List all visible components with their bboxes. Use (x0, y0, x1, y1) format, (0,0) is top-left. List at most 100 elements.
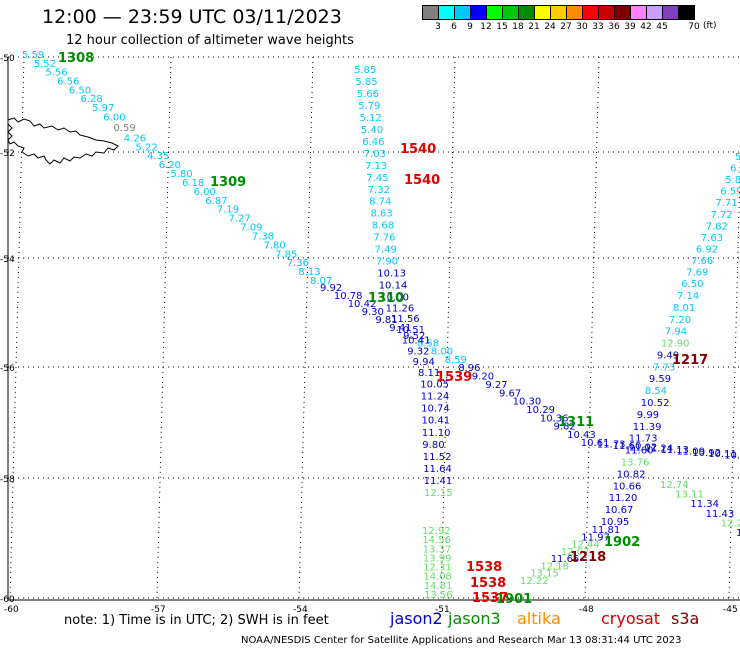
wave-height-value: 9.99 (637, 410, 659, 421)
wave-height-value: 10.30 (513, 397, 542, 408)
wave-height-value: 7.94 (665, 327, 687, 338)
wave-height-value: 11.65 (551, 554, 580, 565)
wave-height-value: 7.19 (217, 205, 239, 216)
latitude-label: -50 (0, 54, 15, 64)
wave-height-value: 10.42 (348, 299, 377, 310)
latitude-label: -54 (0, 255, 15, 265)
wave-height-value: 12.44 (571, 540, 600, 551)
wave-height-value: 5.8 (725, 175, 740, 186)
wave-height-value: 6.46 (362, 137, 384, 148)
wave-height-value: 7.69 (686, 268, 708, 279)
scale-label: 45 (656, 22, 668, 32)
wave-height-value: 9.82 (554, 422, 576, 433)
wave-height-value: 13.15 (530, 569, 559, 580)
wave-height-value: 7.20 (669, 315, 691, 326)
wave-height-value: 8.59 (445, 355, 467, 366)
longitude-label: -54 (293, 605, 308, 615)
wave-height-value: 8.68 (372, 221, 394, 232)
wave-height-value: 9.80 (422, 440, 444, 451)
longitude-label: -57 (151, 605, 166, 615)
scale-label: 27 (560, 22, 572, 32)
wave-height-value: 12.92 (422, 526, 451, 537)
wave-height-value: 10.29 (526, 405, 555, 416)
wave-height-value: 11.56 (391, 314, 420, 325)
pass-label: 1309 (210, 175, 246, 190)
wave-height-value: 11.09 (676, 446, 705, 457)
latitude-label: -58 (0, 475, 15, 485)
scale-swatch (678, 5, 695, 20)
wave-height-value: 7.76 (373, 233, 395, 244)
scale-label: 39 (624, 22, 636, 32)
wave-height-value: 7.03 (364, 149, 386, 160)
wave-height-value: 14.56 (422, 535, 451, 546)
wave-height-value: 7.71 (715, 198, 737, 209)
footnote: note: 1) Time is in UTC; 2) SWH is in fe… (64, 613, 329, 628)
wave-height-value: 10.61 (581, 438, 610, 449)
wave-height-value: 11.02 (629, 442, 658, 453)
wave-height-value: 11.10 (422, 428, 451, 439)
wave-height-value: 11.73 (629, 434, 658, 445)
wave-height-value: 5.59 (22, 50, 44, 61)
track-a-blue-se: 9.9210.7810.429.309.819.419.528.588.008.… (320, 283, 740, 462)
wave-height-value: 13.99 (423, 553, 452, 564)
wave-height-value: 8.58 (417, 339, 439, 350)
wave-height-value: 13.56 (424, 590, 453, 601)
legend-jason2: jason2 (390, 609, 443, 628)
longitude-gridline (156, 56, 172, 599)
pass-label: 1308 (58, 51, 94, 66)
wave-height-value: 11.52 (423, 452, 452, 463)
wave-height-value: 7.49 (375, 245, 397, 256)
scale-label: 12 (480, 22, 492, 32)
longitude-label: -45 (723, 605, 738, 615)
wave-height-value: 7.85 (275, 249, 297, 260)
wave-height-value: 6.18 (182, 178, 204, 189)
wave-height-value: 5.97 (92, 103, 114, 114)
wave-height-value: 0.59 (114, 123, 136, 134)
longitude-gridline (440, 56, 456, 599)
wave-height-value: 6.59 (720, 187, 740, 198)
wave-height-value: 6.50 (69, 85, 91, 96)
color-scale-labels: 3 6 9 12 15 18 21 24 27 30 33 36 39 42 45 70 (422, 22, 740, 34)
wave-height-value: 7.27 (229, 214, 251, 225)
wave-height-value: 4.35 (147, 151, 169, 162)
wave-height-value: 14.81 (424, 581, 453, 592)
wave-height-value: 11.97 (581, 532, 610, 543)
wave-height-value: 10.95 (601, 517, 630, 528)
lat-lon-grid (7, 56, 740, 601)
wave-height-value: 6.87 (205, 196, 227, 207)
latitude-label: -56 (0, 364, 15, 374)
scale-label: 30 (576, 22, 588, 32)
wave-height-value: 7.66 (691, 256, 713, 267)
wave-height-value: 13.76 (621, 458, 650, 469)
scale-label: 3 (435, 22, 441, 32)
wave-height-value: 8.96 (458, 363, 480, 374)
wave-height-value: 11.20 (609, 493, 638, 504)
wave-height-value: 10.41 (402, 336, 431, 347)
wave-height-value: 12.31 (423, 563, 452, 574)
wave-height-value: 5.56 (45, 68, 67, 79)
scale-label: 36 (608, 22, 620, 32)
wave-height-value: 11.41 (424, 476, 453, 487)
wave-height-value: 12.22 (520, 576, 549, 587)
wave-height-value: 5.80 (170, 169, 192, 180)
page-title: 12:00 — 23:59 UTC 03/11/2023 (42, 6, 342, 28)
wave-height-value: 7.80 (264, 240, 286, 251)
wave-height-value: 10.78 (334, 291, 363, 302)
wave-height-value: 10.43 (567, 430, 596, 441)
wave-height-value: 12.74 (660, 480, 689, 491)
credit-line: NOAA/NESDIS Center for Satellite Applica… (241, 635, 682, 646)
longitude-label: -51 (435, 605, 450, 615)
wave-height-value: 5.66 (357, 89, 379, 100)
wave-height-value: 6.50 (681, 279, 703, 290)
pass-label: 1311 (558, 415, 594, 430)
wave-height-value: 11.60 (625, 446, 654, 457)
wave-height-value: 12.24 (721, 518, 740, 529)
wave-height-value: 7.63 (701, 233, 723, 244)
wave-height-value: 7.82 (706, 221, 728, 232)
color-scale-bar (422, 5, 695, 20)
page-subtitle: 12 hour collection of altimeter wave hei… (66, 33, 354, 48)
latitude-label: -60 (0, 595, 15, 605)
wave-height-value: 7.38 (252, 231, 274, 242)
